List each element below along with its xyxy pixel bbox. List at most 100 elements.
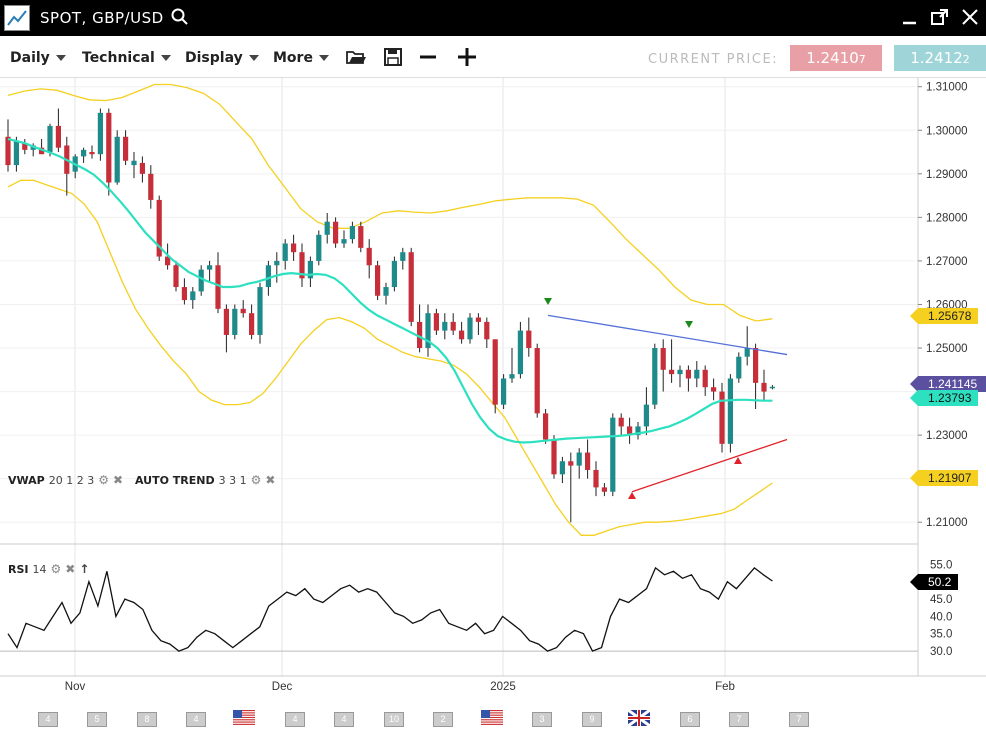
gear-icon[interactable]: ⚙ bbox=[250, 473, 262, 487]
us-flag-icon[interactable] bbox=[233, 710, 255, 726]
candle bbox=[459, 330, 465, 340]
candle bbox=[139, 162, 145, 174]
candle bbox=[181, 287, 187, 301]
close-icon[interactable] bbox=[960, 7, 980, 27]
candle bbox=[257, 287, 263, 335]
candle bbox=[47, 125, 53, 153]
pivot-low-marker bbox=[628, 492, 636, 499]
pivot-high-marker bbox=[544, 298, 552, 305]
close-icon[interactable]: ✖ bbox=[265, 473, 276, 487]
uk-flag-icon[interactable] bbox=[628, 710, 650, 726]
time-tick-label: Dec bbox=[272, 681, 293, 693]
gear-icon[interactable]: ⚙ bbox=[98, 473, 109, 487]
current-price-label: CURRENT PRICE: bbox=[648, 52, 779, 67]
zoom-out-icon[interactable] bbox=[418, 46, 440, 68]
ask-pip: 2 bbox=[962, 53, 970, 66]
candle bbox=[501, 378, 507, 405]
us-flag-icon[interactable] bbox=[481, 710, 503, 726]
calendar-event-icon[interactable]: 4 bbox=[186, 712, 206, 727]
calendar-event-icon[interactable]: 9 bbox=[582, 712, 602, 727]
rsi-params: 14 bbox=[32, 562, 47, 576]
calendar-event-icon[interactable]: 7 bbox=[729, 712, 749, 727]
popout-icon[interactable] bbox=[930, 7, 950, 27]
candle bbox=[274, 260, 280, 266]
open-folder-icon[interactable] bbox=[345, 46, 367, 68]
chevron-down-icon bbox=[55, 55, 66, 61]
candle bbox=[610, 417, 616, 492]
candle bbox=[526, 330, 532, 349]
calendar-event-icon[interactable]: 4 bbox=[285, 712, 305, 727]
candle bbox=[299, 252, 305, 279]
daily-menu[interactable]: Daily bbox=[10, 50, 66, 66]
rsi-tick-label: 40.0 bbox=[930, 611, 952, 623]
candle bbox=[349, 226, 355, 240]
calendar-event-icon[interactable]: 7 bbox=[789, 712, 809, 727]
bid-price-button[interactable]: 1.24107 bbox=[790, 45, 882, 71]
calendar-event-icon[interactable]: 3 bbox=[532, 712, 552, 727]
price-chart[interactable]: 1.310001.300001.290001.280001.270001.260… bbox=[0, 78, 986, 700]
lower-band-line bbox=[7, 179, 773, 536]
pivot-low-marker bbox=[734, 457, 742, 464]
candle bbox=[391, 260, 397, 288]
candle bbox=[753, 348, 759, 383]
ask-price-button[interactable]: 1.24122 bbox=[894, 45, 986, 71]
calendar-event-icon[interactable]: 8 bbox=[137, 712, 157, 727]
close-icon[interactable]: ✖ bbox=[112, 473, 124, 487]
upper-band-line bbox=[7, 83, 773, 322]
calendar-event-icon[interactable]: 2 bbox=[433, 712, 453, 727]
more-menu[interactable]: More bbox=[273, 50, 329, 66]
gear-icon[interactable]: ⚙ bbox=[50, 562, 62, 576]
candle bbox=[534, 348, 540, 414]
daily-label: Daily bbox=[10, 50, 50, 66]
display-menu[interactable]: Display bbox=[185, 50, 259, 66]
last-price-tag: 1.241145 bbox=[910, 376, 986, 392]
technical-menu[interactable]: Technical bbox=[82, 50, 171, 66]
calendar-event-icon[interactable]: 6 bbox=[680, 712, 700, 727]
candle bbox=[291, 243, 297, 253]
candle bbox=[324, 221, 330, 235]
candle bbox=[585, 452, 591, 470]
chevron-down-icon bbox=[318, 55, 329, 61]
candle bbox=[207, 265, 213, 270]
lower-band-tag: 1.21907 bbox=[910, 470, 978, 486]
candles bbox=[5, 108, 775, 523]
candle bbox=[97, 112, 103, 155]
calendar-event-icon[interactable]: 4 bbox=[38, 712, 58, 727]
candle bbox=[551, 439, 557, 475]
candle bbox=[81, 149, 87, 157]
close-icon[interactable]: ✖ bbox=[65, 562, 76, 576]
candle bbox=[22, 143, 28, 150]
candle bbox=[55, 125, 61, 148]
price-tick-label: 1.27000 bbox=[926, 256, 968, 268]
calendar-event-icon[interactable]: 4 bbox=[334, 712, 354, 727]
candle bbox=[408, 252, 414, 322]
rsi-value-tag: 50.2 bbox=[910, 574, 958, 590]
minimize-icon[interactable] bbox=[900, 7, 920, 27]
event-calendar-bar: 4 5 8 4 4 4 10 2 3 9 6 7 7 bbox=[0, 700, 986, 732]
candle bbox=[215, 265, 221, 309]
vwap-name: VWAP bbox=[8, 473, 45, 487]
upper-band-tag: 1.25678 bbox=[910, 308, 978, 324]
pivot-high-marker bbox=[685, 321, 693, 328]
zoom-in-icon[interactable] bbox=[456, 46, 478, 68]
candle bbox=[702, 369, 708, 388]
save-icon[interactable] bbox=[382, 46, 404, 68]
price-tick-label: 1.30000 bbox=[926, 125, 968, 137]
arrow-up-icon[interactable]: ↑ bbox=[79, 562, 90, 576]
candle bbox=[576, 452, 582, 466]
trend-line-upper bbox=[547, 314, 788, 356]
candle bbox=[89, 152, 95, 155]
candle bbox=[173, 265, 179, 288]
candle bbox=[106, 112, 112, 183]
candle bbox=[467, 317, 473, 340]
candle bbox=[333, 221, 339, 244]
calendar-event-icon[interactable]: 10 bbox=[384, 712, 404, 727]
bollinger-bands bbox=[7, 83, 773, 536]
calendar-event-icon[interactable]: 5 bbox=[87, 712, 107, 727]
autotrend-indicator-label: AUTO TREND 3 3 1 ⚙ ✖ bbox=[135, 473, 275, 487]
bid-price: 1.2410 bbox=[806, 49, 859, 67]
search-icon[interactable] bbox=[170, 7, 190, 31]
candle bbox=[517, 330, 523, 375]
chart-area[interactable]: 1.31000 1.30000 1.29000 1.28000 1.27000 1.260… bbox=[0, 78, 986, 700]
ask-price: 1.2412 bbox=[910, 49, 963, 67]
